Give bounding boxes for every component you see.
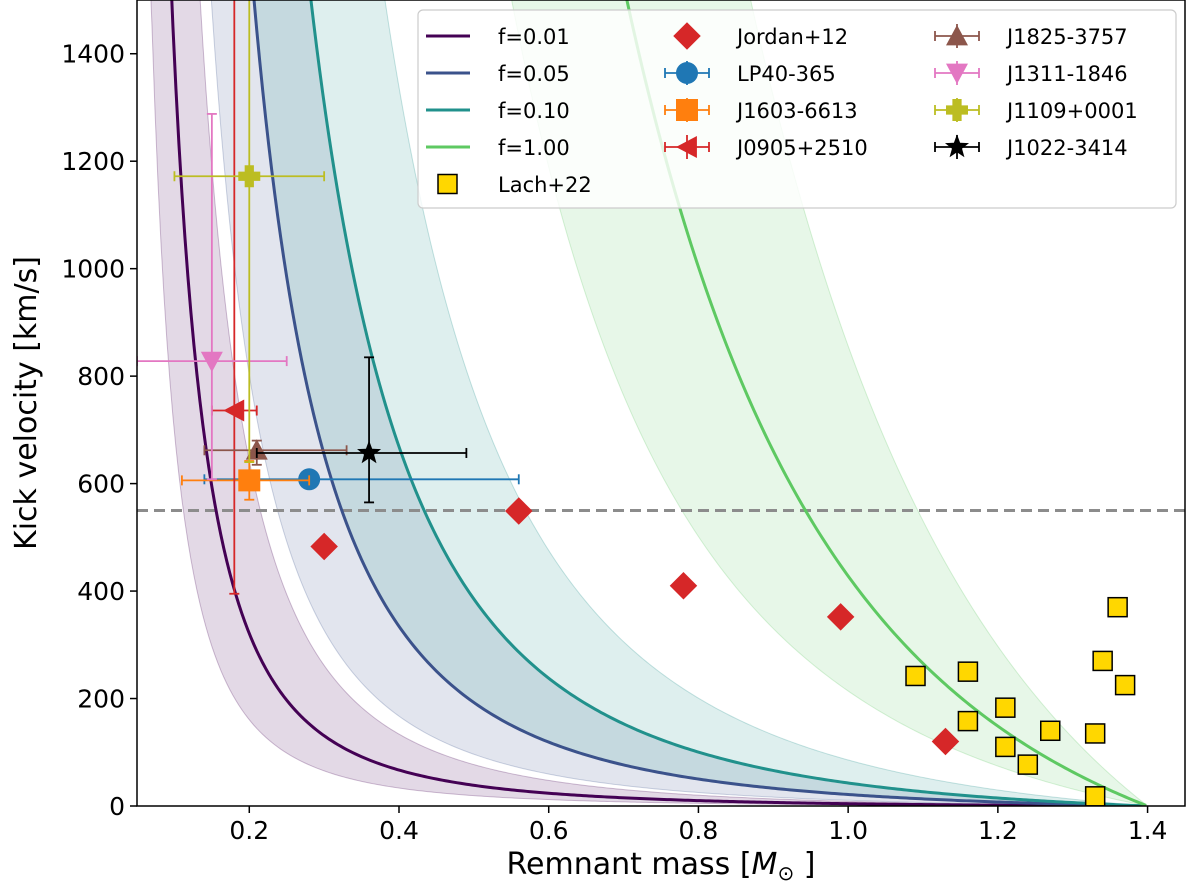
lach22-point-0 <box>905 665 926 687</box>
legend-label: f=0.10 <box>498 99 570 123</box>
lach22-point-9 <box>1092 650 1113 672</box>
legend-label: Jordan+12 <box>735 25 848 49</box>
lach22-point-2 <box>957 710 979 732</box>
jordan12-point-3 <box>826 603 855 631</box>
legend-entry-f=0.05: f=0.05 <box>426 62 570 86</box>
object-J0905+2510 <box>210 0 258 595</box>
y-tick-label: 0 <box>109 792 125 821</box>
curve-f=0.05 <box>252 0 1147 806</box>
jordan12-point-4 <box>931 727 960 756</box>
legend-label: f=0.05 <box>498 62 570 86</box>
y-axis: 0 200 400 600 800 1000 1200 1400 <box>61 40 137 821</box>
legend-label: f=0.01 <box>498 25 570 49</box>
y-tick-label: 600 <box>77 470 125 499</box>
jordan12-point-2 <box>669 571 698 600</box>
jordan12-point-0 <box>310 532 338 561</box>
x-tick-label: 0.6 <box>529 816 569 845</box>
y-tick-label: 1400 <box>61 40 125 69</box>
legend-swatch <box>676 99 698 121</box>
marker-J1603-6613 <box>238 469 261 492</box>
x-tick-label: 0.8 <box>679 816 719 845</box>
legend-label: J1109+0001 <box>1005 99 1138 123</box>
x-tick-label: 1.0 <box>828 816 868 845</box>
legend-label: J1022-3414 <box>1005 136 1128 160</box>
lach22-point-1 <box>957 661 979 682</box>
legend-entry-J1311-1846: J1311-1846 <box>934 61 1128 86</box>
legend-label: LP40-365 <box>737 62 836 86</box>
plot-frame <box>136 0 1186 807</box>
lach22-point-3 <box>995 697 1016 718</box>
marker-J1022-3414 <box>357 440 382 464</box>
legend-entry-J1022-3414: J1022-3414 <box>934 134 1128 160</box>
legend-label: J1603-6613 <box>735 99 858 123</box>
y-tick-label: 400 <box>77 577 125 606</box>
legend-entry-Jordan+12: Jordan+12 <box>673 22 848 50</box>
legend-label: J0905+2510 <box>735 136 868 160</box>
object-J1109+0001 <box>173 0 326 464</box>
x-tick-label: 1.4 <box>1128 816 1168 845</box>
lach22-point-10 <box>1107 596 1128 618</box>
curve-f=0.01 <box>170 0 1147 806</box>
y-tick-label: 200 <box>77 685 125 714</box>
legend-swatch <box>676 136 697 158</box>
legend-entry-J1603-6613: J1603-6613 <box>664 98 858 123</box>
legend-entry-f=1.00: f=1.00 <box>426 136 570 160</box>
legend-swatch <box>676 62 698 84</box>
marker-J1311-1846 <box>200 351 223 373</box>
legend-entry-J0905+2510: J0905+2510 <box>664 135 868 160</box>
legend-entry-J1109+0001: J1109+0001 <box>934 98 1138 123</box>
lach22-point-7 <box>1084 723 1106 744</box>
lach22-point-4 <box>995 736 1016 758</box>
legend-entry-f=0.10: f=0.10 <box>426 99 570 123</box>
legend-swatch <box>944 134 970 158</box>
legend-swatch <box>946 99 968 121</box>
y-tick-label: 1200 <box>61 147 125 176</box>
x-axis: 0.2 0.4 0.6 0.8 1.0 1.2 1.4 <box>229 806 1167 845</box>
x-tick-label: 1.2 <box>978 816 1018 845</box>
marker-J1109+0001 <box>238 165 261 188</box>
curve-f=0.10 <box>309 0 1147 806</box>
legend-swatch <box>673 22 701 50</box>
legend-entry-J1825-3757: J1825-3757 <box>934 24 1128 49</box>
y-tick-label: 1000 <box>61 255 125 284</box>
x-axis-label: Remnant mass [M⊙ ] <box>507 847 816 885</box>
legend-label: J1825-3757 <box>1005 25 1128 49</box>
data-points <box>137 0 1136 806</box>
legend-entry-LP40-365: LP40-365 <box>664 61 836 86</box>
lach22-point-8 <box>1084 786 1106 806</box>
lach22-point-6 <box>1040 720 1061 742</box>
legend-box <box>417 9 1177 209</box>
legend-label: J1311-1846 <box>1005 62 1128 86</box>
marker-J0905+2510 <box>223 399 245 422</box>
legend-swatch <box>946 63 968 84</box>
lach22-point-5 <box>1017 754 1039 775</box>
y-axis-label: Kick velocity [km/s] <box>9 256 44 550</box>
legend-entry-f=0.01: f=0.01 <box>426 25 570 49</box>
x-tick-label: 0.4 <box>379 816 419 845</box>
y-tick-label: 800 <box>77 362 125 391</box>
legend-label: Lach+22 <box>498 173 592 197</box>
legend-label: f=1.00 <box>498 136 570 160</box>
lach22-point-11 <box>1114 674 1136 696</box>
legend-swatch <box>946 25 968 46</box>
legend: f=0.01 f=0.05 f=0.10 f=1.00 Lach+22 Jordan+12… <box>417 9 1177 209</box>
x-tick-label: 0.2 <box>229 816 269 845</box>
object-J1603-6613 <box>181 460 311 501</box>
object-J1311-1846 <box>137 113 288 481</box>
jordan12-point-1 <box>505 497 533 525</box>
legend-swatch <box>437 173 458 195</box>
legend-entry-Lach+22: Lach+22 <box>437 173 592 197</box>
object-J1022-3414 <box>255 356 468 504</box>
